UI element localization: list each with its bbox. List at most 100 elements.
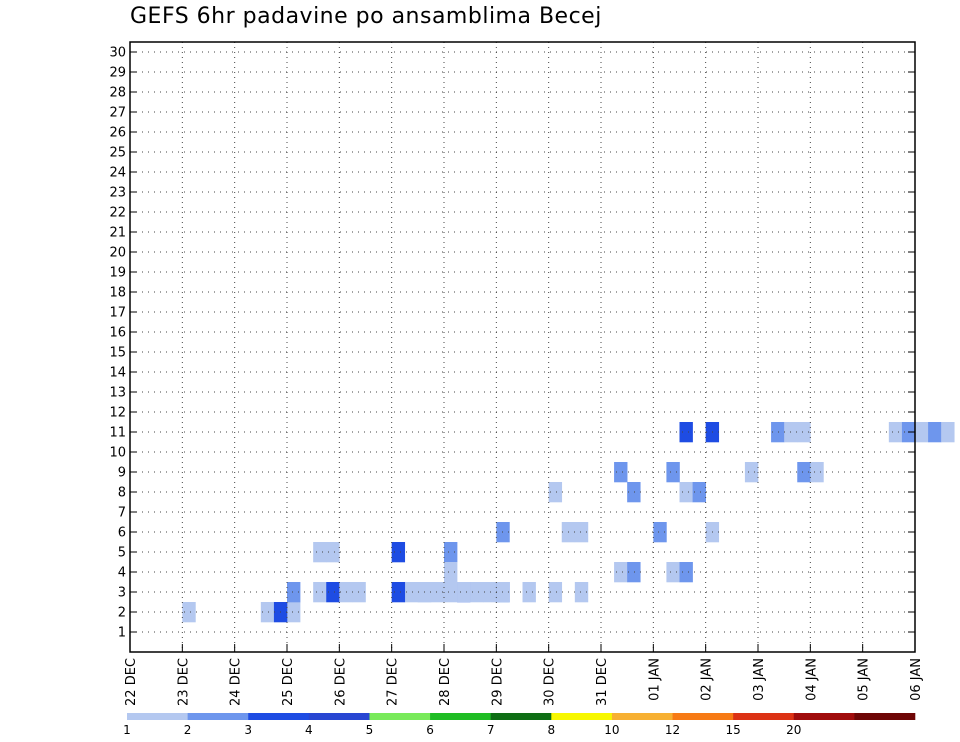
plot-frame: [129, 41, 916, 653]
chart-title: GEFS 6hr padavine po ansamblima Becej: [130, 4, 602, 29]
x-tick-label: 02 JAN: [700, 658, 715, 701]
x-tick-label: 24 DEC: [229, 658, 244, 706]
y-tick-label: 19: [109, 266, 126, 281]
x-tick-label: 30 DEC: [543, 658, 558, 706]
heatmap-cell: [287, 602, 301, 623]
colorbar-label: 3: [244, 723, 252, 737]
y-tick-label: 16: [109, 326, 126, 341]
heatmap-cell: [627, 482, 641, 503]
x-tick-label: 28 DEC: [438, 658, 453, 706]
colorbar-segment: [248, 713, 310, 720]
heatmap-cell: [404, 582, 419, 603]
heatmap-cell: [548, 482, 563, 503]
y-axis: 1234567891011121314151617181920212223242…: [109, 46, 915, 641]
heatmap-cell: [548, 582, 563, 603]
heatmap-cell: [483, 582, 497, 603]
heatmap-cell: [797, 422, 811, 443]
heatmap-cell: [797, 462, 811, 483]
heatmap-cell: [444, 562, 458, 583]
heatmap-cell: [928, 422, 942, 443]
heatmap-cell: [679, 482, 693, 503]
heatmap-cell: [182, 602, 196, 623]
colorbar-label: 20: [786, 723, 801, 737]
colorbar-segment: [611, 713, 673, 720]
y-tick-label: 7: [118, 506, 126, 521]
x-tick-label: 04 JAN: [804, 658, 819, 701]
heatmap-cell: [614, 562, 628, 583]
heatmap-cell: [627, 562, 641, 583]
colorbar-segment: [187, 713, 249, 720]
colorbar-label: 7: [487, 723, 495, 737]
grid-lines: [130, 42, 915, 652]
heatmap-cell: [941, 422, 955, 443]
heatmap-cell: [260, 602, 275, 623]
colorbar-segment: [430, 713, 491, 720]
heatmap-cell: [679, 562, 693, 583]
x-tick-label: 01 JAN: [647, 658, 662, 701]
x-axis: 22 DEC 23 DEC 24 DEC 25 DEC 26 DEC 27 DEC 28 D…: [124, 644, 924, 706]
y-tick-label: 18: [109, 286, 126, 301]
x-tick-label: 27 DEC: [386, 658, 401, 706]
heatmap-cell: [430, 582, 445, 603]
heatmap-cell: [744, 462, 759, 483]
heatmap-cell: [444, 542, 458, 563]
colorbar-label: 4: [305, 723, 313, 737]
colorbar-label: 6: [426, 723, 434, 737]
heatmap-cell: [287, 582, 301, 603]
x-tick-label: 22 DEC: [124, 658, 139, 706]
y-tick-label: 9: [118, 466, 126, 481]
colorbar-segment: [733, 713, 795, 720]
x-tick-label: 03 JAN: [752, 658, 767, 701]
x-tick-label: 31 DEC: [595, 658, 610, 706]
heatmap-cell: [574, 522, 589, 543]
colorbar-segment: [308, 713, 370, 720]
y-tick-label: 26: [109, 126, 126, 141]
colorbar-segment: [672, 713, 734, 720]
y-tick-label: 3: [118, 586, 126, 601]
colorbar-segment: [127, 713, 188, 720]
heatmap-cell: [888, 422, 903, 443]
y-tick-label: 14: [109, 366, 126, 381]
y-tick-label: 11: [109, 426, 126, 441]
colorbar-label: 2: [184, 723, 192, 737]
colorbar-label: 12: [665, 723, 680, 737]
y-tick-label: 27: [109, 106, 126, 121]
y-tick-label: 21: [109, 226, 126, 241]
colorbar-segment: [793, 713, 855, 720]
heatmap-cell: [771, 422, 785, 443]
heatmap-cell: [391, 542, 406, 563]
x-tick-label: 29 DEC: [490, 658, 505, 706]
y-tick-label: 28: [109, 86, 126, 101]
heatmap-cell: [522, 582, 536, 603]
colorbar-label: 15: [726, 723, 741, 737]
y-tick-label: 13: [109, 386, 126, 401]
y-tick-label: 4: [118, 566, 126, 581]
heatmap-cell: [810, 462, 824, 483]
heatmap-cell: [391, 582, 406, 603]
heatmap-cell: [574, 582, 589, 603]
y-tick-label: 17: [109, 306, 126, 321]
x-tick-label: 06 JAN: [909, 658, 924, 701]
heatmap-cell: [457, 582, 471, 603]
heatmap-cell: [496, 522, 510, 543]
heatmap-cell: [326, 542, 340, 563]
heatmap-cell: [666, 462, 680, 483]
x-tick-label: 26 DEC: [333, 658, 348, 706]
heatmap-cell: [313, 582, 327, 603]
colorbar-segment: [490, 713, 552, 720]
y-tick-label: 8: [118, 486, 126, 501]
x-tick-label: 05 JAN: [857, 658, 872, 701]
x-tick-label: 23 DEC: [176, 658, 191, 706]
y-tick-label: 5: [118, 546, 126, 561]
y-tick-label: 2: [118, 606, 126, 621]
y-tick-label: 15: [109, 346, 126, 361]
heatmap-cell: [915, 422, 929, 443]
colorbar-label: 8: [547, 723, 555, 737]
heatmap-cell: [692, 482, 706, 503]
y-tick-label: 22: [109, 206, 126, 221]
heatmap-cell: [352, 582, 366, 603]
colorbar-segment: [551, 713, 613, 720]
heatmap-cell: [444, 582, 458, 603]
y-tick-label: 30: [109, 46, 126, 61]
